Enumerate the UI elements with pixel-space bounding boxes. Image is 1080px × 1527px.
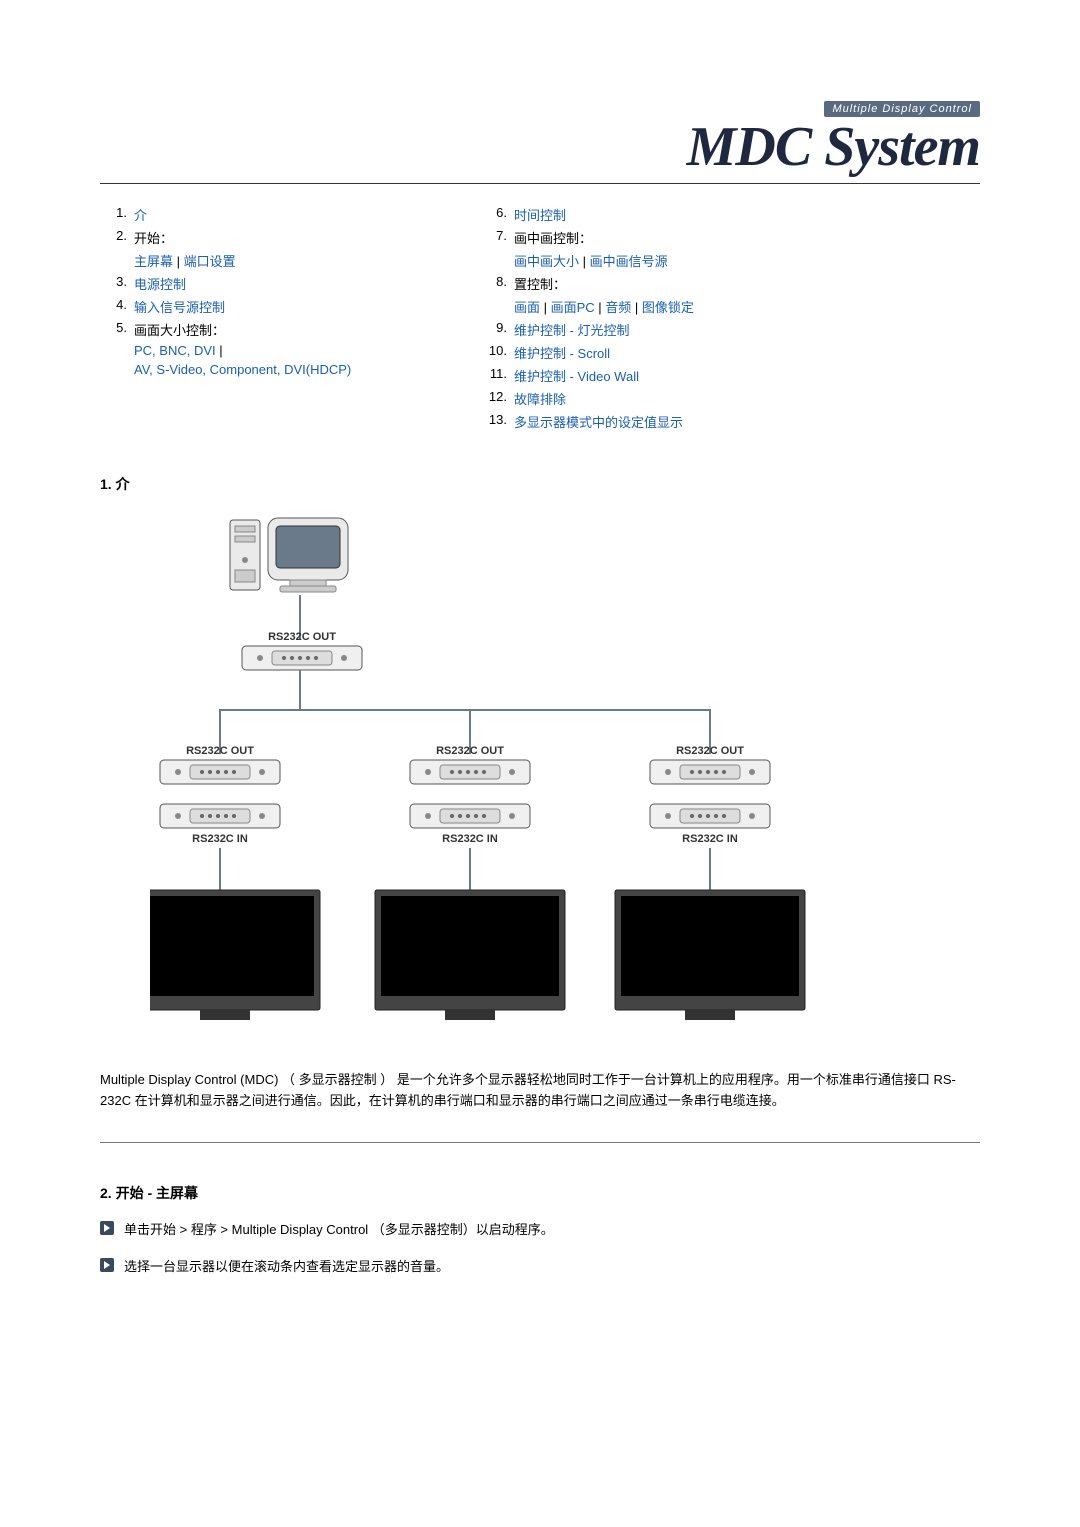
toc-number: 1.: [100, 204, 133, 227]
toc-number: 3.: [100, 273, 133, 296]
svg-text:RS232C OUT: RS232C OUT: [268, 631, 336, 643]
toc-link[interactable]: AV, S-Video, Component, DVI(HDCP): [134, 362, 351, 377]
toc-link[interactable]: 音频: [605, 300, 631, 315]
toc-link[interactable]: 画中画大小: [514, 254, 579, 269]
toc-link[interactable]: 端口设置: [184, 254, 236, 269]
toc-text: |: [216, 343, 223, 358]
table-of-contents: 1.介2.开始： 主屏幕 | 端口设置 3.电源控制4.输入信号源控制5.画面大小控…: [100, 204, 980, 434]
toc-link[interactable]: 输入信号源控制: [134, 300, 225, 315]
svg-text:RS232C IN: RS232C IN: [192, 833, 248, 845]
toc-text: 置控制：: [514, 277, 566, 292]
toc-link[interactable]: 介: [134, 208, 147, 223]
toc-text: 开始：: [134, 231, 173, 246]
toc-number: [480, 296, 513, 319]
bullet-item: 选择一台显示器以便在滚动条内查看选定显示器的音量。: [100, 1256, 980, 1275]
toc-text: |: [595, 300, 606, 315]
toc-link[interactable]: 画中画信号源: [590, 254, 668, 269]
bullet-text: 单击开始 > 程序 > Multiple Display Control （多显…: [124, 1219, 554, 1238]
divider: [100, 1142, 980, 1143]
toc-link[interactable]: 多显示器模式中的设定值显示: [514, 415, 683, 430]
bullet-list: 单击开始 > 程序 > Multiple Display Control （多显…: [100, 1219, 980, 1275]
toc-link[interactable]: PC, BNC, DVI: [134, 343, 216, 358]
toc-number: 10.: [480, 342, 513, 365]
toc-number: [100, 361, 133, 380]
toc-number: [100, 342, 133, 361]
svg-text:RS232C OUT: RS232C OUT: [436, 745, 504, 757]
toc-text: 画中画控制：: [514, 231, 592, 246]
toc-number: 7.: [480, 227, 513, 250]
toc-number: 12.: [480, 388, 513, 411]
svg-text:RS232C OUT: RS232C OUT: [186, 745, 254, 757]
badge: Multiple Display Control: [824, 101, 980, 117]
toc-link[interactable]: 故障排除: [514, 392, 566, 407]
toc-number: 9.: [480, 319, 513, 342]
toc-number: 6.: [480, 204, 513, 227]
arrow-icon: [100, 1221, 114, 1235]
toc-text: |: [631, 300, 642, 315]
toc-number: 4.: [100, 296, 133, 319]
divider: [100, 183, 980, 184]
connection-diagram: RS232C OUT RS232C OUT: [150, 510, 820, 1030]
svg-text:RS232C IN: RS232C IN: [682, 833, 738, 845]
toc-number: 2.: [100, 227, 133, 250]
arrow-icon: [100, 1258, 114, 1272]
toc-number: [480, 250, 513, 273]
header: Multiple Display Control MDC System: [100, 100, 980, 175]
description-text: Multiple Display Control (MDC) （ 多显示器控制 …: [100, 1070, 980, 1112]
toc-link[interactable]: 主屏幕: [134, 254, 173, 269]
toc-text: |: [540, 300, 551, 315]
toc-number: 5.: [100, 319, 133, 342]
toc-link[interactable]: 电源控制: [134, 277, 186, 292]
logo-text: MDC System: [100, 119, 980, 175]
toc-text: |: [579, 254, 590, 269]
bullet-text: 选择一台显示器以便在滚动条内查看选定显示器的音量。: [124, 1256, 449, 1275]
section-1-title: 1. 介: [100, 474, 980, 494]
toc-link[interactable]: 画面PC: [551, 300, 595, 315]
toc-link[interactable]: 维护控制 - 灯光控制: [514, 323, 630, 338]
toc-number: 8.: [480, 273, 513, 296]
toc-link[interactable]: 维护控制 - Video Wall: [514, 369, 639, 384]
toc-link[interactable]: 维护控制 - Scroll: [514, 346, 610, 361]
toc-text: |: [173, 254, 184, 269]
toc-number: [100, 250, 133, 273]
toc-text: 画面大小控制：: [134, 323, 225, 338]
bullet-item: 单击开始 > 程序 > Multiple Display Control （多显…: [100, 1219, 980, 1238]
svg-text:RS232C IN: RS232C IN: [442, 833, 498, 845]
toc-number: 11.: [480, 365, 513, 388]
toc-link[interactable]: 时间控制: [514, 208, 566, 223]
toc-link[interactable]: 画面: [514, 300, 540, 315]
section-2-title: 2. 开始 - 主屏幕: [100, 1183, 980, 1203]
toc-number: 13.: [480, 411, 513, 434]
svg-text:RS232C OUT: RS232C OUT: [676, 745, 744, 757]
toc-link[interactable]: 图像锁定: [642, 300, 694, 315]
